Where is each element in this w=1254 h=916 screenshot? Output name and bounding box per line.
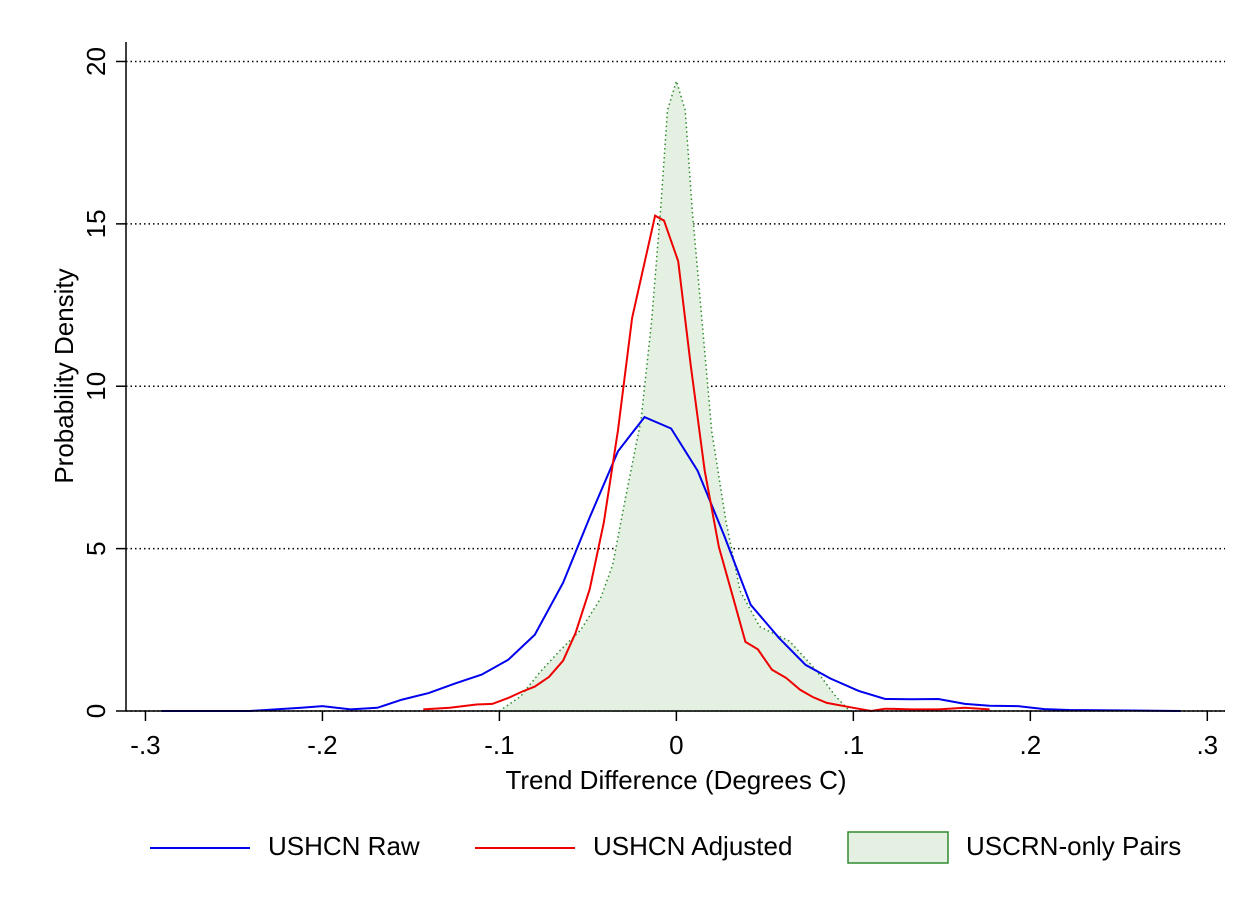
x-tick-label: .2	[1019, 730, 1041, 760]
legend-label: USHCN Adjusted	[593, 831, 792, 861]
y-tick-label: 20	[81, 47, 111, 76]
legend-swatch	[847, 831, 949, 864]
x-tick-label: -.1	[484, 730, 514, 760]
area	[496, 78, 852, 712]
y-tick-label: 5	[81, 541, 111, 555]
legend-label: USHCN Raw	[268, 831, 420, 861]
legend-label: USCRN-only Pairs	[966, 831, 1181, 861]
y-axis-title: Probability Density	[49, 268, 79, 483]
x-tick-label: .3	[1196, 730, 1218, 760]
x-axis-title: Trend Difference (Degrees C)	[505, 765, 846, 795]
x-tick-label: -.3	[130, 730, 160, 760]
y-tick-label: 10	[81, 372, 111, 401]
x-tick-label: 0	[669, 730, 683, 760]
x-tick-label: .1	[843, 730, 865, 760]
line	[161, 415, 1181, 712]
x-tick-label: -.2	[307, 730, 337, 760]
y-tick-label: 0	[81, 704, 111, 718]
line	[423, 214, 990, 713]
y-tick-label: 15	[81, 209, 111, 238]
